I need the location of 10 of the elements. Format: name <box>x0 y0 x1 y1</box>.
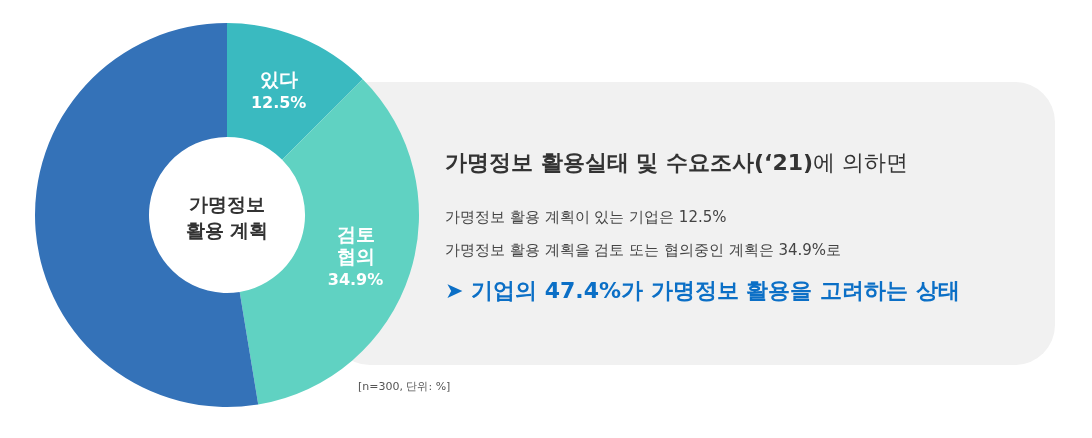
text: [n=300, 단위: %] <box>358 380 451 393</box>
text: 가명정보 활용 계획이 있는 기업은 12.5% <box>445 208 727 226</box>
text: 가명정보 활용 계획 <box>185 193 269 241</box>
slice-label: 검토 협의 <box>336 223 375 268</box>
text: 가명정보 활용실태 및 수요조사(‘21)에 의하면 <box>445 150 909 175</box>
slice-label: 있다 <box>259 68 298 91</box>
data-label: 12.5% <box>250 93 307 113</box>
text: 가명정보 활용 계획을 검토 또는 협의중인 계획은 34.9%로 <box>445 241 842 259</box>
text: ➤ 기업의 47.4%가 가명정보 활용을 고려하는 상태 <box>445 278 960 303</box>
data-label: 34.9% <box>327 270 384 290</box>
